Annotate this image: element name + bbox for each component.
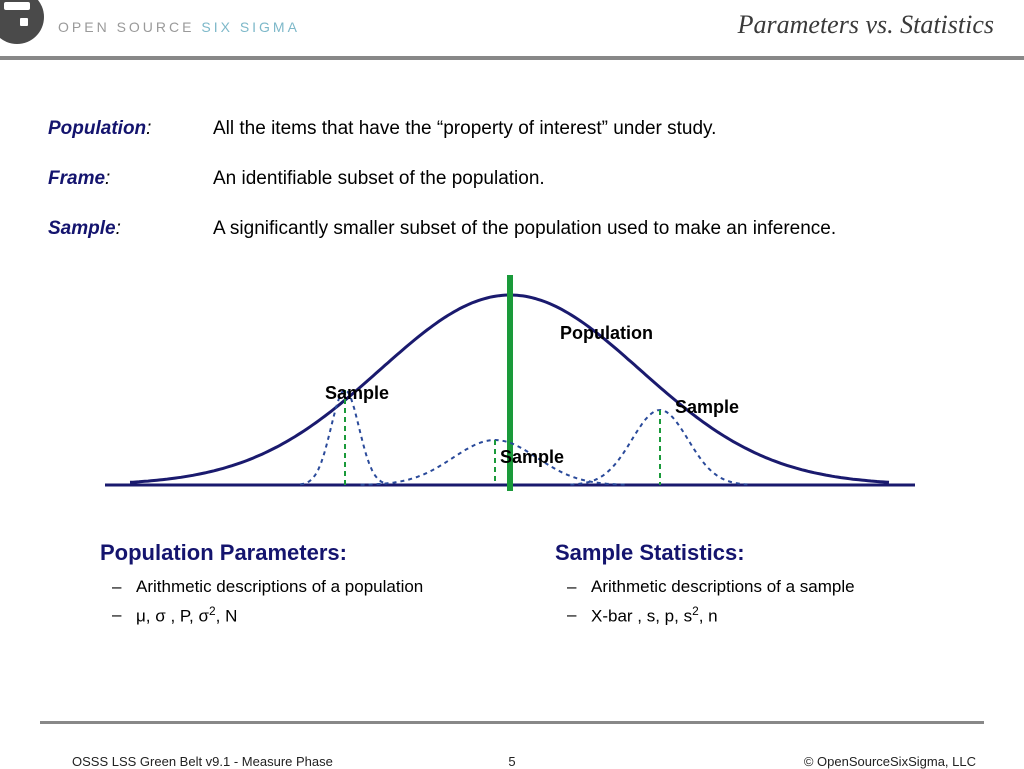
brand-accent: SIX SIGMA bbox=[201, 19, 300, 35]
sample-statistics-title: Sample Statistics: bbox=[555, 540, 970, 566]
sample-statistics-list: Arithmetic descriptions of a sample X-bar… bbox=[555, 576, 970, 628]
definition-row: Sample:A significantly smaller subset of… bbox=[48, 218, 968, 240]
chart-sample-label: Sample bbox=[500, 447, 564, 468]
population-parameters-title: Population Parameters: bbox=[100, 540, 515, 566]
definition-text: All the items that have the “property of… bbox=[213, 118, 968, 140]
slide-title: Parameters vs. Statistics bbox=[738, 10, 994, 40]
sample-statistics-column: Sample Statistics: Arithmetic descriptio… bbox=[515, 540, 970, 634]
logo-icon bbox=[0, 0, 44, 44]
footer-left: OSSS LSS Green Belt v9.1 - Measure Phase bbox=[72, 754, 333, 769]
distribution-chart: Population Sample Sample Sample bbox=[100, 275, 920, 515]
header-divider bbox=[0, 56, 1024, 60]
population-parameters-column: Population Parameters: Arithmetic descri… bbox=[100, 540, 515, 634]
definitions-block: Population:All the items that have the “… bbox=[48, 118, 968, 268]
definition-term: Population: bbox=[48, 118, 213, 140]
bottom-columns: Population Parameters: Arithmetic descri… bbox=[100, 540, 970, 634]
chart-population-label: Population bbox=[560, 323, 653, 344]
definition-term: Frame: bbox=[48, 168, 213, 190]
list-item: Arithmetic descriptions of a population bbox=[136, 576, 515, 598]
brand-logo-area: OPEN SOURCE SIX SIGMA bbox=[0, 0, 300, 44]
footer-copyright: © OpenSourceSixSigma, LLC bbox=[804, 754, 976, 769]
population-parameters-list: Arithmetic descriptions of a population μ… bbox=[100, 576, 515, 628]
page-number: 5 bbox=[508, 754, 515, 769]
chart-sample-label: Sample bbox=[675, 397, 739, 418]
list-item: μ, σ , P, σ2, N bbox=[136, 604, 515, 628]
brand-text: OPEN SOURCE SIX SIGMA bbox=[58, 19, 300, 35]
definition-text: A significantly smaller subset of the po… bbox=[213, 218, 968, 240]
footer-divider bbox=[40, 721, 984, 724]
list-item: Arithmetic descriptions of a sample bbox=[591, 576, 970, 598]
definition-row: Frame:An identifiable subset of the popu… bbox=[48, 168, 968, 190]
definition-text: An identifiable subset of the population… bbox=[213, 168, 968, 190]
definition-row: Population:All the items that have the “… bbox=[48, 118, 968, 140]
list-item: X-bar , s, p, s2, n bbox=[591, 604, 970, 628]
chart-sample-label: Sample bbox=[325, 383, 389, 404]
brand-prefix: OPEN SOURCE bbox=[58, 19, 201, 35]
definition-term: Sample: bbox=[48, 218, 213, 240]
